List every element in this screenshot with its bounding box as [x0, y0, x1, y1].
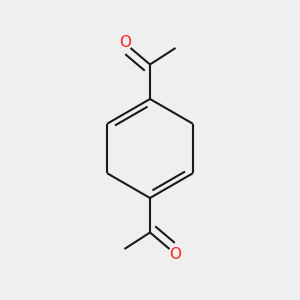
Text: O: O [169, 247, 181, 262]
Text: O: O [119, 35, 131, 50]
